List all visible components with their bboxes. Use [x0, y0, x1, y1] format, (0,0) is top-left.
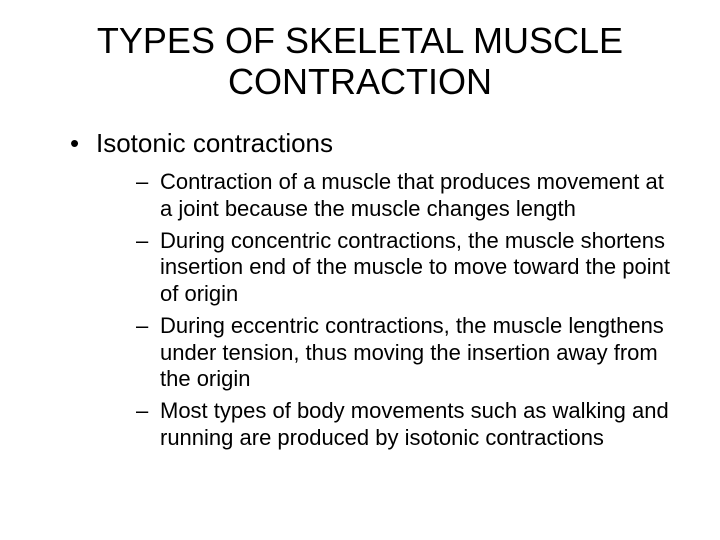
sub-item: Most types of body movements such as wal… [136, 398, 680, 451]
bullet-isotonic: Isotonic contractions Contraction of a m… [70, 127, 680, 451]
sub-bullet-list: Contraction of a muscle that produces mo… [96, 169, 680, 451]
main-bullet-list: Isotonic contractions Contraction of a m… [40, 127, 680, 451]
sub-item: Contraction of a muscle that produces mo… [136, 169, 680, 222]
sub-item: During concentric contractions, the musc… [136, 228, 680, 307]
bullet-label: Isotonic contractions [96, 128, 333, 158]
slide-title: TYPES OF SKELETAL MUSCLE CONTRACTION [40, 20, 680, 103]
sub-item: During eccentric contractions, the muscl… [136, 313, 680, 392]
